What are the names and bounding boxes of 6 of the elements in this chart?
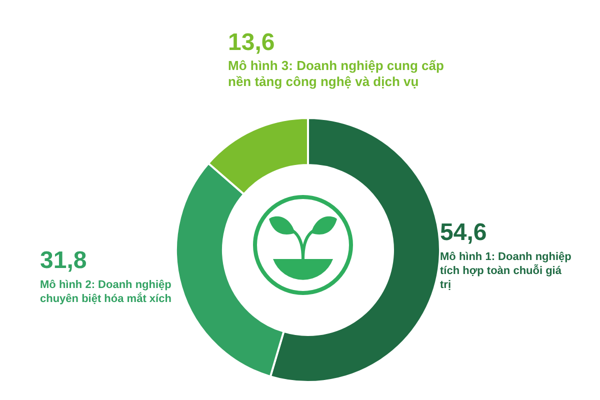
- data-label: 13,6: [228, 29, 275, 56]
- data-label: 31,8: [40, 247, 87, 274]
- slice-label: Mô hình 1: Doanh nghiệp tích hợp toàn chuỗi giá trị: [440, 251, 572, 291]
- data-label: 54,6: [440, 219, 487, 246]
- slice-label: Mô hình 3: Doanh nghiệp cung cấp nền tảng công nghệ và dịch vụ: [228, 58, 444, 89]
- slice-label: Mô hình 2: Doanh nghiệp chuyên biệt hóa mắt xích: [40, 279, 172, 305]
